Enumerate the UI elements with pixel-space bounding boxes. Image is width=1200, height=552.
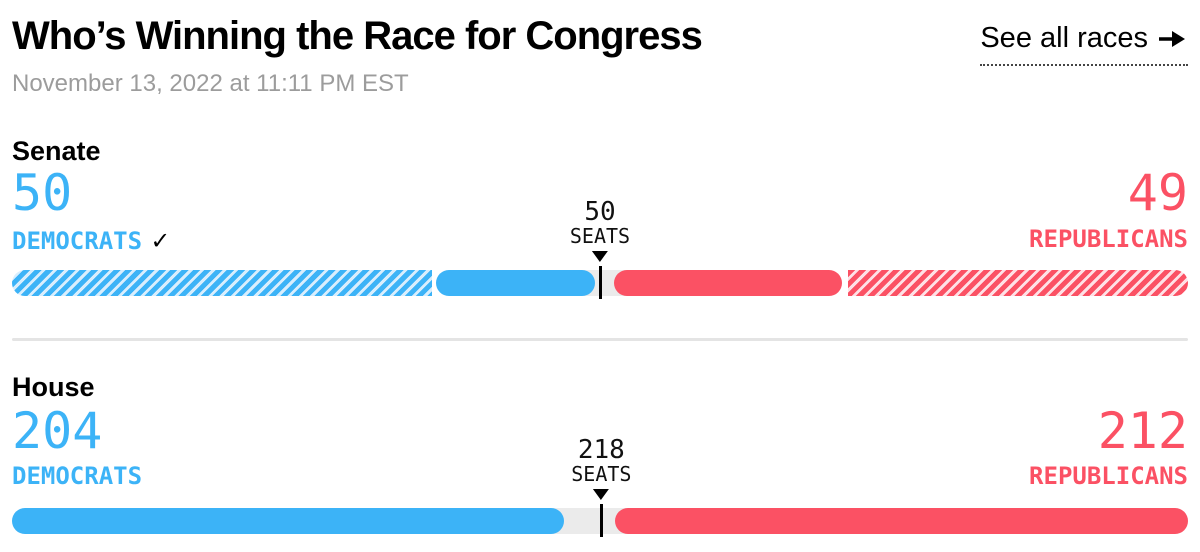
senate-republican-count: 49 xyxy=(1127,164,1188,222)
house-heading: House xyxy=(12,372,95,402)
senate-republicans-label: REPUBLICANS xyxy=(1029,227,1188,251)
marker-triangle-icon xyxy=(592,251,608,262)
house-democrats-label-text: DEMOCRATS xyxy=(12,462,143,490)
house-majority-label: SEATS xyxy=(571,462,632,486)
senate-rep-elected-segment xyxy=(613,270,842,296)
senate-majority-value: 50 xyxy=(584,197,616,227)
senate-dem-holdover-segment xyxy=(12,270,433,296)
house-dem-segment xyxy=(12,508,564,534)
senate-majority-tick xyxy=(598,266,602,299)
house-republicans-label-text: REPUBLICANS xyxy=(1029,462,1188,490)
see-all-races-label: See all races xyxy=(980,22,1148,54)
senate-majority-marker: 50 SEATS xyxy=(570,199,630,262)
timestamp: November 13, 2022 at 11:11 PM EST xyxy=(12,70,409,97)
house-rep-segment xyxy=(614,508,1188,534)
senate-dem-elected-segment xyxy=(436,270,595,296)
marker-triangle-icon xyxy=(593,489,610,500)
winner-check-icon: ✓ xyxy=(152,225,169,256)
page-title: Who’s Winning the Race for Congress xyxy=(12,14,703,58)
senate-republicans-label-text: REPUBLICANS xyxy=(1029,225,1188,253)
house-democrats-label: DEMOCRATS xyxy=(12,464,142,488)
section-divider xyxy=(12,338,1188,341)
senate-democrats-label-text: DEMOCRATS xyxy=(12,226,143,255)
senate-rep-holdover-segment xyxy=(847,270,1188,296)
house-majority-tick xyxy=(599,504,603,537)
senate-democrat-count: 50 xyxy=(12,164,73,222)
senate-bar xyxy=(12,266,1188,299)
house-majority-marker: 218 SEATS xyxy=(571,437,631,500)
senate-democrats-label: DEMOCRATS ✓ xyxy=(12,227,168,254)
see-all-races-link[interactable]: See all races xyxy=(980,22,1188,66)
house-republican-count: 212 xyxy=(1097,402,1188,460)
house-majority-value: 218 xyxy=(577,435,625,465)
senate-majority-label: SEATS xyxy=(569,224,631,248)
arrow-right-icon xyxy=(1159,30,1185,47)
senate-heading: Senate xyxy=(12,136,101,166)
house-republicans-label: REPUBLICANS xyxy=(1029,464,1188,488)
house-bar xyxy=(12,504,1188,537)
house-democrat-count: 204 xyxy=(12,402,103,460)
